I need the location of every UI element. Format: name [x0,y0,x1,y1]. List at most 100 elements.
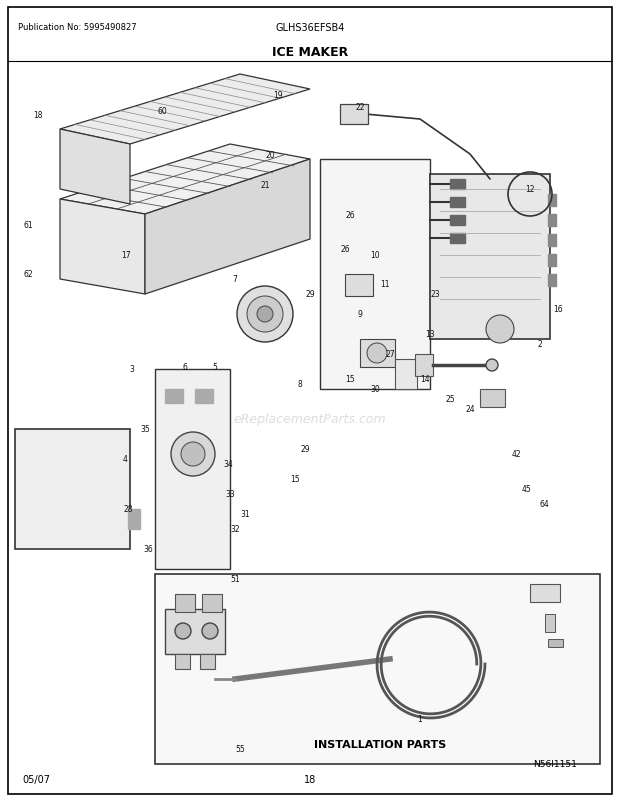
Bar [320,160,430,390]
Text: 12: 12 [525,185,534,194]
Bar [155,370,230,569]
Bar [175,654,190,669]
Text: 25: 25 [445,395,455,404]
Text: 55: 55 [235,744,245,754]
Text: 22: 22 [355,103,365,112]
Text: 32: 32 [230,525,240,534]
Circle shape [181,443,205,467]
Circle shape [171,432,215,476]
Text: 30: 30 [370,385,380,394]
Text: 3: 3 [130,365,135,374]
Text: 34: 34 [223,460,233,469]
Text: Publication No: 5995490827: Publication No: 5995490827 [18,23,136,32]
Circle shape [257,306,273,322]
Bar [450,216,465,225]
Bar [545,614,555,632]
Circle shape [367,343,387,363]
Bar [548,235,556,247]
Text: 17: 17 [121,250,131,259]
Polygon shape [60,145,310,215]
Text: 27: 27 [385,350,395,359]
Text: 33: 33 [225,490,235,499]
Text: eReplacementParts.com: eReplacementParts.com [234,413,386,426]
Text: 26: 26 [340,245,350,254]
Bar [15,429,130,549]
Text: 28: 28 [123,505,133,514]
Bar [128,509,140,529]
Text: 18: 18 [304,774,316,784]
Text: 7: 7 [232,275,237,284]
Text: 20: 20 [265,150,275,160]
Text: GLHS36EFSB4: GLHS36EFSB4 [275,23,345,33]
Text: ICE MAKER: ICE MAKER [272,46,348,59]
Polygon shape [145,160,310,294]
Text: 11: 11 [380,280,390,290]
Text: 15: 15 [290,475,300,484]
Text: 42: 42 [511,450,521,459]
Bar [165,390,183,403]
Text: 29: 29 [305,290,315,299]
Bar [345,274,373,297]
Polygon shape [60,75,310,145]
Text: 19: 19 [273,91,283,99]
Text: 6: 6 [182,363,187,372]
Polygon shape [60,130,130,205]
Circle shape [175,623,191,639]
Bar [480,390,505,407]
Text: 21: 21 [260,180,270,189]
Circle shape [202,623,218,639]
Text: 18: 18 [33,111,43,119]
Text: 36: 36 [143,545,153,554]
Text: 14: 14 [420,375,430,384]
Bar [200,654,215,669]
Text: 9: 9 [358,310,363,319]
Text: INSTALLATION PARTS: INSTALLATION PARTS [314,739,446,749]
Text: 51: 51 [230,575,240,584]
Bar [340,105,368,125]
Text: 5: 5 [213,363,218,372]
Bar [530,585,560,602]
Text: 8: 8 [298,380,303,389]
Text: 31: 31 [240,510,250,519]
Text: 2: 2 [538,340,542,349]
Bar [548,195,556,207]
Circle shape [247,297,283,333]
Bar [548,215,556,227]
Text: 26: 26 [345,210,355,219]
Bar [195,390,213,403]
Bar [548,255,556,267]
Text: 45: 45 [522,485,532,494]
Text: 62: 62 [23,270,33,279]
Text: 10: 10 [370,250,380,259]
Text: 05/07: 05/07 [22,774,50,784]
Text: 60: 60 [157,107,167,116]
Bar [450,198,465,208]
Circle shape [486,316,514,343]
Text: 1: 1 [418,715,422,723]
Bar [165,610,225,654]
Text: 64: 64 [539,500,549,508]
Text: 4: 4 [123,455,128,464]
Bar [360,339,395,367]
Text: 35: 35 [140,425,150,434]
Text: 61: 61 [23,221,33,229]
Bar [548,274,556,286]
Polygon shape [60,200,145,294]
Text: 24: 24 [465,405,475,414]
Text: 15: 15 [345,375,355,384]
Text: 23: 23 [430,290,440,299]
Text: N56I1151: N56I1151 [533,759,577,768]
Bar [175,594,195,612]
Bar [415,354,433,376]
Circle shape [486,359,498,371]
Text: 16: 16 [553,305,563,314]
Bar [548,639,563,647]
Bar [202,594,222,612]
Bar [155,574,600,764]
Bar [395,359,417,390]
Circle shape [237,286,293,342]
Text: 29: 29 [300,445,310,454]
Bar [450,180,465,190]
Bar [450,233,465,244]
Bar [430,175,550,339]
